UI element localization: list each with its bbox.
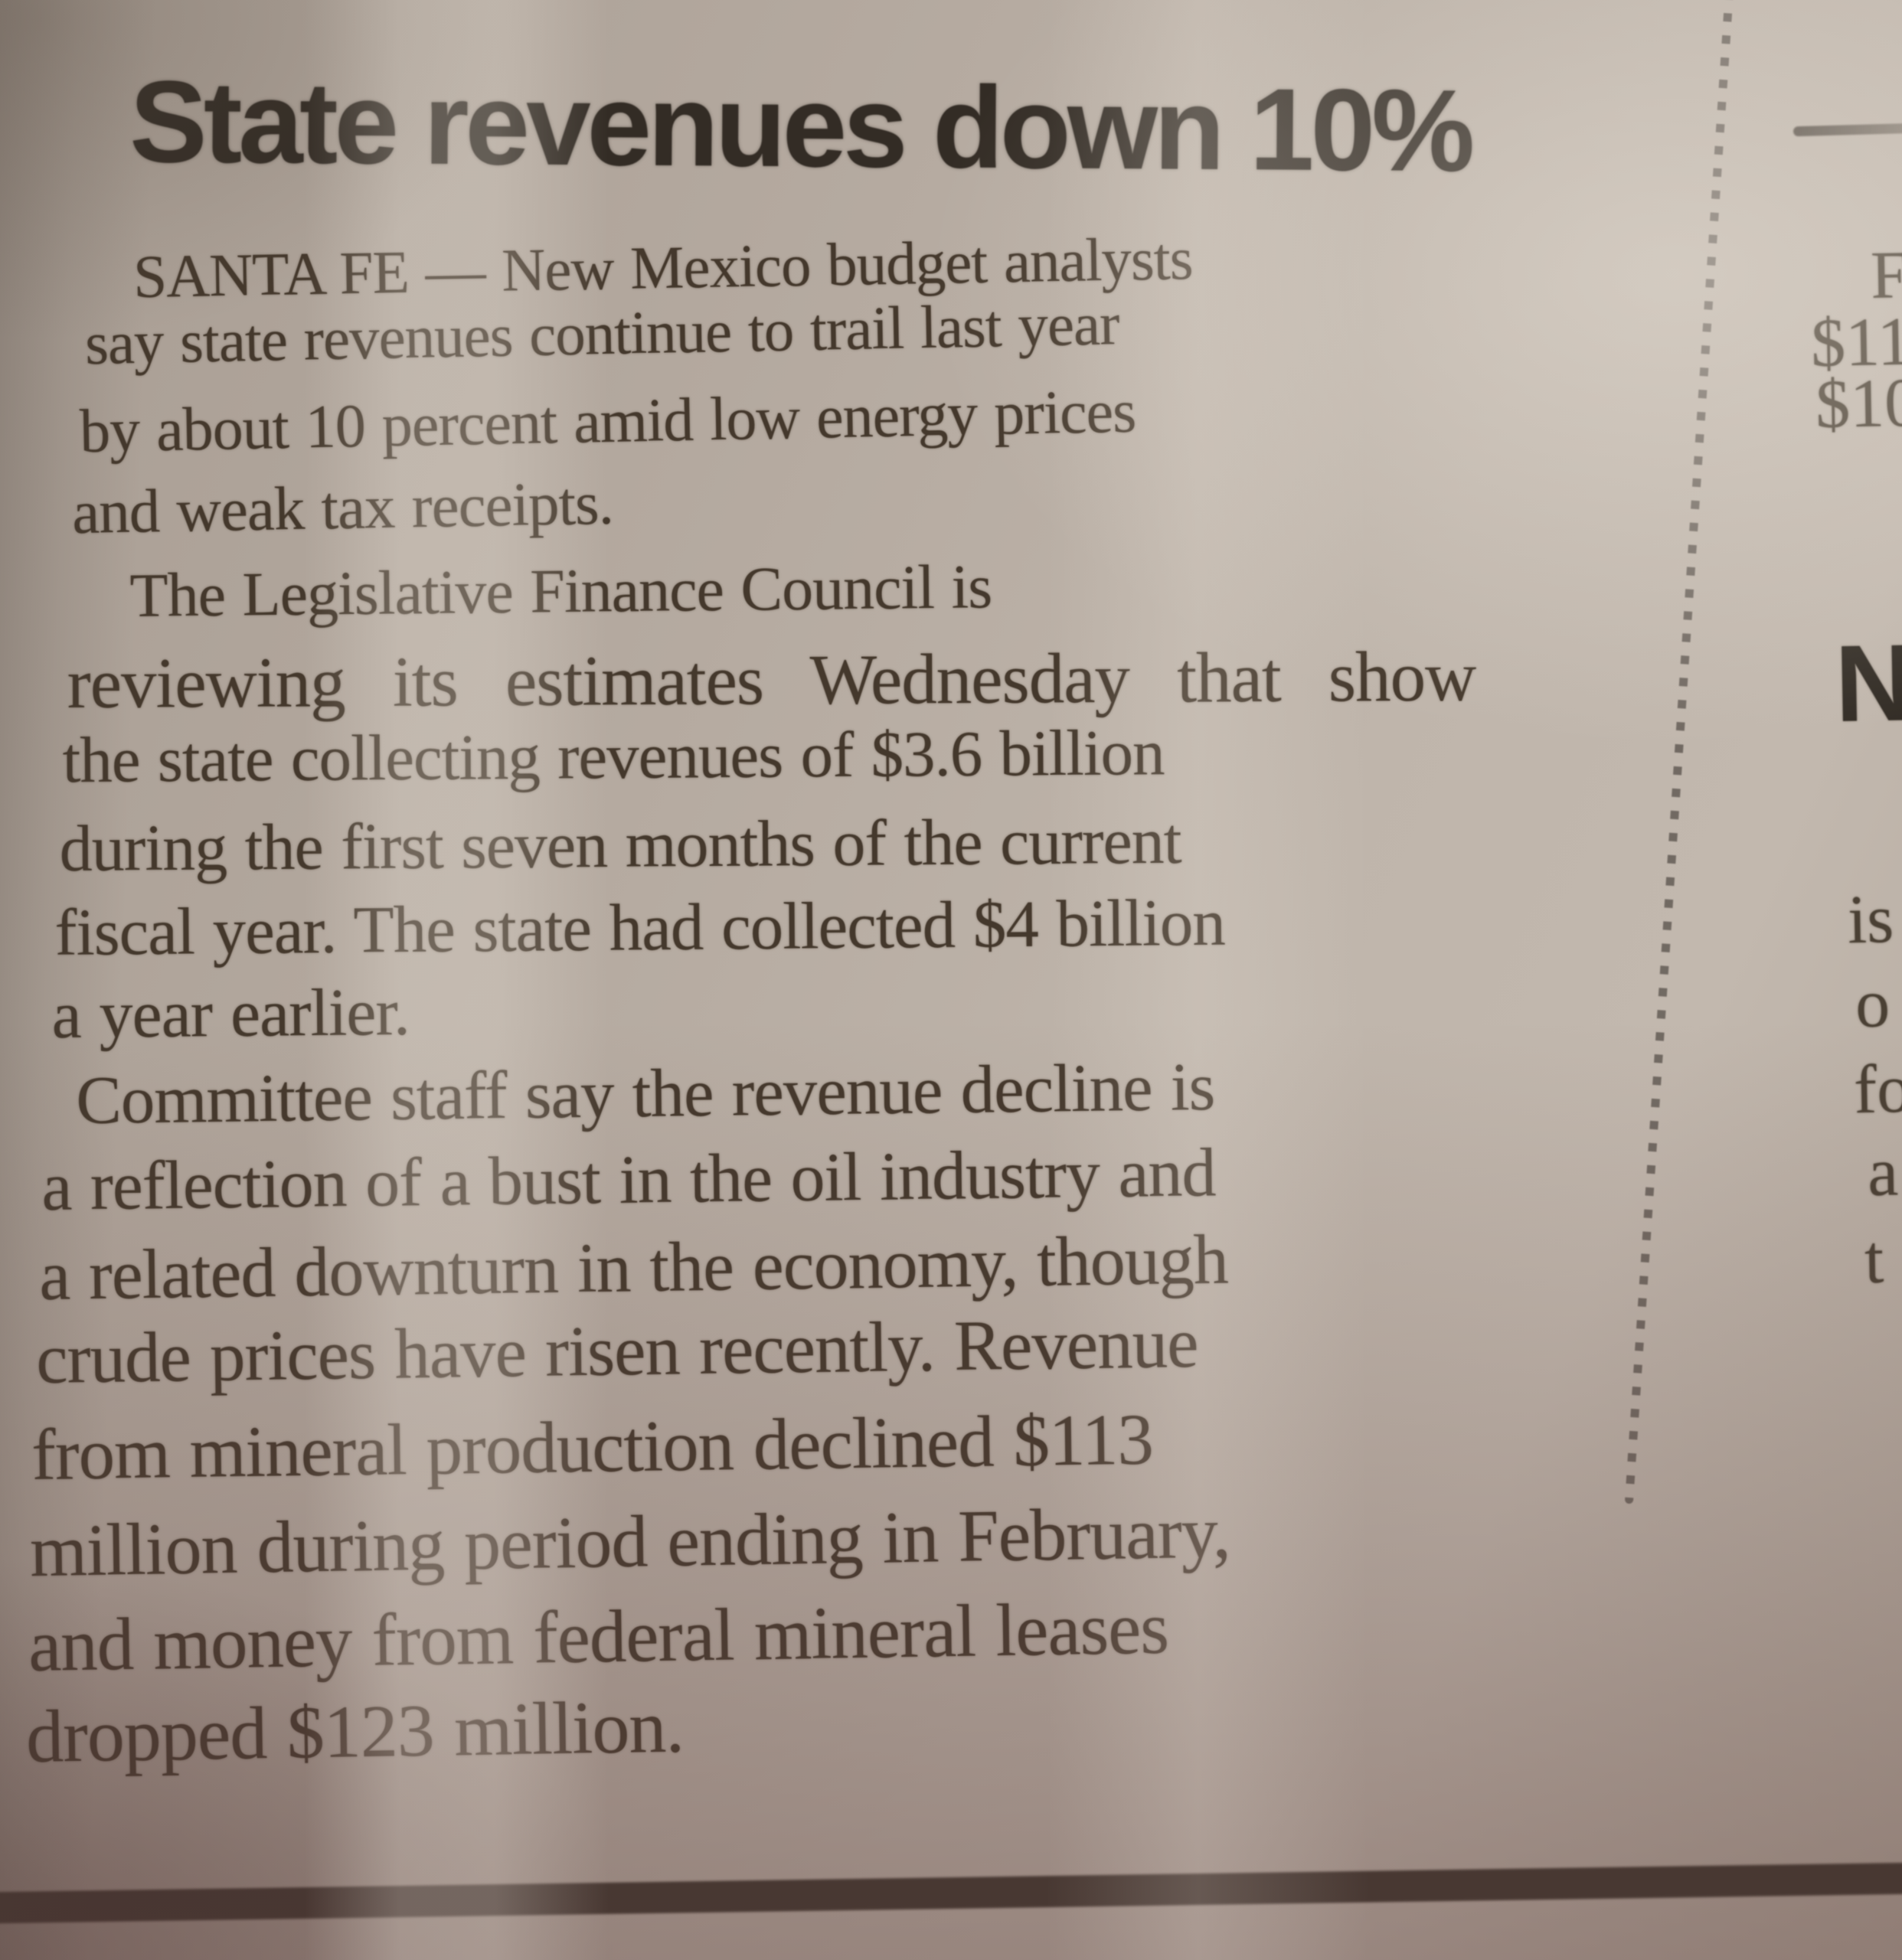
article-line: by about 10 percent amid low energy pric… — [79, 377, 1137, 466]
article-line: and weak tax receipts. — [71, 468, 614, 547]
adjacent-column-headline-partial: N — [1834, 622, 1902, 746]
article-line: during the first seven months of the cur… — [59, 803, 1181, 885]
article-line: Committee staff say the revenue decline … — [75, 1049, 1215, 1139]
article-line: a year earlier. — [51, 975, 410, 1054]
adjacent-column-text-fragment: o — [1855, 965, 1891, 1043]
adjacent-column-amount: $10 — [1815, 364, 1902, 443]
bottom-rule — [0, 1862, 1902, 1924]
article-line: the state collecting revenues of $3.6 bi… — [62, 716, 1165, 796]
article-line: crude prices have risen recently. Revenu… — [35, 1303, 1199, 1400]
adjacent-column-text-fragment: t — [1864, 1221, 1884, 1298]
article-line: dropped $123 million. — [25, 1685, 685, 1779]
article-line: from mineral production declined $113 — [31, 1398, 1154, 1496]
adjacent-column-text-fragment: fo — [1853, 1050, 1902, 1129]
article-line: The Legislative Finance Council is — [129, 551, 992, 631]
column-rule-dotted — [1624, 0, 1734, 1504]
article-line: million during period ending in February… — [29, 1491, 1231, 1592]
article-line: and money from federal mineral leases — [28, 1586, 1169, 1687]
adjacent-column-text-fragment: a — [1867, 1134, 1899, 1211]
article-line: fiscal year. The state had collected $4 … — [54, 884, 1226, 970]
article-line: a related downturn in the economy, thoug… — [38, 1220, 1229, 1315]
adjacent-column-text-fragment: is — [1847, 880, 1894, 959]
article-headline: State revenues down 10% — [129, 56, 1472, 197]
adjacent-column-rule-fragment — [1793, 122, 1902, 137]
article-line: reviewing its estimates Wednesday that s… — [67, 637, 1476, 724]
article-line: a reflection of a bust in the oil indust… — [41, 1135, 1216, 1226]
